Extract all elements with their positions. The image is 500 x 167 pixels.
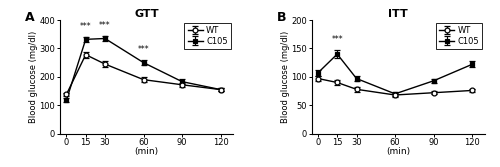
Text: ***: *** — [138, 45, 149, 54]
Y-axis label: Blood glucose (mg/dl): Blood glucose (mg/dl) — [29, 31, 38, 123]
Text: B: B — [277, 11, 286, 24]
X-axis label: (min): (min) — [134, 147, 159, 156]
Text: ***: *** — [332, 35, 343, 44]
Legend: WT, C105: WT, C105 — [436, 23, 482, 49]
X-axis label: (min): (min) — [386, 147, 410, 156]
Title: ITT: ITT — [388, 9, 408, 19]
Text: A: A — [26, 11, 35, 24]
Text: ***: *** — [99, 21, 111, 30]
Y-axis label: Blood glucose (mg/dl): Blood glucose (mg/dl) — [280, 31, 289, 123]
Legend: WT, C105: WT, C105 — [184, 23, 231, 49]
Title: GTT: GTT — [134, 9, 159, 19]
Text: ***: *** — [466, 46, 478, 55]
Text: ***: *** — [80, 22, 92, 31]
